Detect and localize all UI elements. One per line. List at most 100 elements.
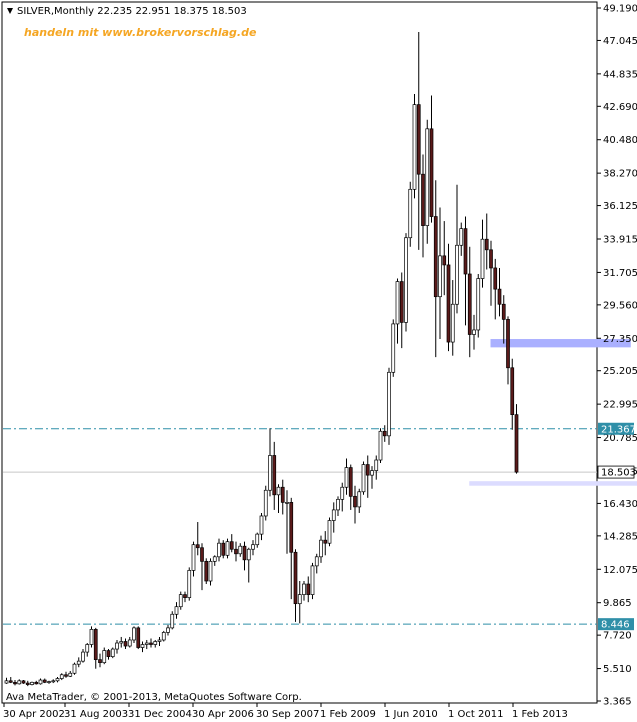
candle[interactable] [119,636,124,648]
candle[interactable] [272,441,277,510]
lower-support-line[interactable] [469,481,637,486]
level-tag[interactable] [598,422,634,435]
candle[interactable] [357,488,362,513]
candle[interactable] [365,455,370,498]
candle[interactable] [13,680,17,686]
candle[interactable] [506,316,510,385]
candle[interactable] [17,679,22,685]
candle[interactable] [255,532,260,548]
candle[interactable] [429,95,434,223]
candle[interactable] [501,295,506,344]
candle[interactable] [310,562,315,600]
candle[interactable] [484,213,489,270]
candle[interactable] [238,543,243,557]
candle[interactable] [136,626,141,650]
candle[interactable] [127,636,132,648]
candle[interactable] [280,479,285,515]
candle[interactable] [289,497,294,600]
candle[interactable] [98,653,102,668]
candle[interactable] [408,181,413,247]
candle[interactable] [472,314,476,350]
candle[interactable] [200,543,204,591]
candle[interactable] [106,649,111,660]
candle[interactable] [242,541,247,571]
candle[interactable] [51,679,56,684]
candle[interactable] [251,540,255,556]
candle[interactable] [212,555,217,566]
candle[interactable] [76,657,81,668]
candle[interactable] [157,636,162,647]
candle[interactable] [132,626,136,644]
candle[interactable] [178,591,183,610]
candle[interactable] [161,630,166,642]
candle[interactable] [446,243,451,352]
candle[interactable] [4,677,9,684]
candle[interactable] [319,535,323,563]
promo-text[interactable]: handeln mit www.brokervorschlag.de [24,26,257,39]
candle[interactable] [331,502,336,533]
candle[interactable] [221,540,226,559]
candle[interactable] [450,280,455,356]
candle[interactable] [480,219,485,288]
candle[interactable] [497,267,502,317]
candle[interactable] [467,246,472,358]
resistance-support-zone[interactable] [490,339,631,348]
candle[interactable] [442,221,447,296]
candle[interactable] [276,484,281,513]
candle[interactable] [404,233,408,332]
candle[interactable] [463,216,468,326]
candle[interactable] [123,638,128,650]
candle[interactable] [297,581,302,624]
candle[interactable] [64,671,68,678]
candle[interactable] [30,681,34,686]
candle[interactable] [387,367,391,445]
candle[interactable] [234,541,238,562]
candle[interactable] [225,538,230,559]
candle[interactable] [263,485,268,521]
candle[interactable] [416,32,421,250]
candle[interactable] [336,496,340,516]
candle[interactable] [285,490,289,554]
candle[interactable] [412,94,417,199]
candle[interactable] [115,639,119,654]
candle[interactable] [81,649,85,663]
candle[interactable] [38,678,43,685]
candle[interactable] [59,673,64,681]
candle[interactable] [195,522,200,556]
candle[interactable] [191,541,196,577]
candle[interactable] [72,662,77,675]
candle[interactable] [476,274,481,338]
candle[interactable] [425,119,430,244]
current-price-tag[interactable] [597,465,635,479]
candle[interactable] [85,643,90,657]
candle[interactable] [166,624,170,636]
candle[interactable] [174,602,179,619]
candle[interactable] [489,240,493,306]
candle[interactable] [493,258,498,320]
candle[interactable] [110,647,115,659]
candle[interactable] [314,553,319,574]
candle[interactable] [306,576,311,603]
candle[interactable] [229,534,234,553]
candle[interactable] [144,639,149,650]
candle[interactable] [323,531,328,556]
candle[interactable] [42,678,47,684]
candle[interactable] [259,512,264,541]
candle[interactable] [421,154,425,258]
candle[interactable] [204,558,209,585]
candle[interactable] [340,482,345,512]
candle[interactable] [348,464,353,510]
candle[interactable] [395,278,400,344]
candle[interactable] [514,404,519,474]
candle[interactable] [183,591,187,603]
candle[interactable] [170,611,175,630]
candle[interactable] [399,272,404,349]
candle[interactable] [510,358,515,430]
candle[interactable] [327,517,332,547]
candle[interactable] [208,558,213,586]
candle[interactable] [459,222,464,256]
candle[interactable] [89,626,94,648]
candle[interactable] [268,428,272,497]
candle[interactable] [34,680,39,685]
